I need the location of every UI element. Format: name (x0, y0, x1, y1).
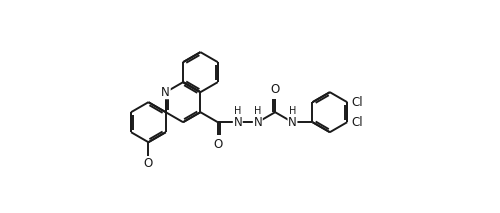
Text: O: O (270, 83, 280, 96)
Text: O: O (143, 157, 152, 170)
Text: Cl: Cl (352, 96, 364, 109)
Text: N: N (234, 116, 242, 129)
Text: H: H (289, 106, 296, 116)
Text: H: H (254, 106, 262, 116)
Text: O: O (213, 138, 222, 151)
Text: Cl: Cl (352, 116, 364, 129)
Text: N: N (162, 86, 170, 99)
Text: H: H (234, 106, 241, 116)
Text: N: N (288, 116, 297, 129)
Text: N: N (254, 116, 262, 129)
